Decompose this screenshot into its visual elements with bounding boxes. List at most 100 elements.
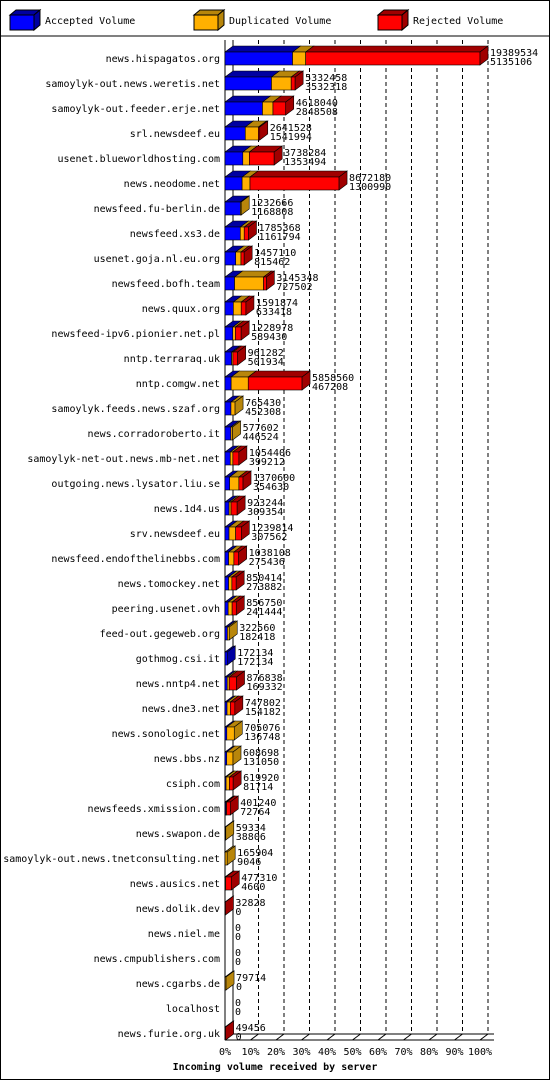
bar-segment: [224, 601, 229, 616]
category-label: samoylyk-out.news.tnetconsulting.net: [3, 854, 220, 865]
category-label: news.corradoroberto.it: [88, 429, 220, 440]
bar-side: [233, 720, 243, 741]
category-label: usenet.blueworldhosting.com: [57, 154, 220, 165]
x-tick-label: 40%: [318, 1047, 336, 1058]
bar-segment: [224, 276, 235, 291]
bar-segment: [224, 451, 231, 466]
total-label: 1370600: [253, 473, 295, 484]
accepted-label: 727502: [276, 282, 312, 293]
bar-segment: [226, 751, 234, 766]
bar-side: [273, 145, 283, 166]
bar-side: [225, 970, 235, 991]
bar-side: [235, 595, 245, 616]
accepted-label: 154182: [245, 707, 281, 718]
bar-segment: [249, 176, 340, 191]
bar-segment: [224, 701, 228, 716]
bar-segment: [224, 426, 232, 441]
x-axis-title: Incoming volume received by server: [173, 1061, 378, 1073]
accepted-label: 0: [235, 932, 241, 943]
category-label: nntp.terraraq.uk: [124, 354, 220, 365]
x-tick-label: 100%: [468, 1047, 492, 1058]
accepted-label: 1300990: [349, 182, 391, 193]
category-label: newsfeed.bofh.team: [112, 279, 220, 290]
category-label: samoylyk.feeds.news.szaf.org: [51, 404, 220, 415]
bar-side: [232, 745, 242, 766]
x-tick: [275, 1033, 285, 1041]
accepted-label: 1353494: [284, 157, 326, 168]
bar-segment: [272, 101, 287, 116]
legend-swatch: [377, 14, 403, 31]
bar-top: [304, 45, 489, 53]
accepted-label: 182418: [239, 632, 275, 643]
x-tick-label: 90%: [445, 1047, 463, 1058]
x-tick: [454, 1033, 463, 1041]
accepted-label: 1541994: [270, 132, 312, 143]
bar-segment: [227, 601, 233, 616]
category-label: samoylyk-net-out.news.mb-net.net: [27, 454, 220, 465]
category-label: localhost: [166, 1004, 220, 1015]
total-label: 1457110: [254, 248, 296, 259]
category-label: newsfeed.endofthelinebbs.com: [51, 554, 220, 565]
bar-side: [245, 295, 255, 316]
bar-segment: [230, 501, 238, 516]
category-label: samoylyk-out.news.weretis.net: [45, 79, 220, 90]
bar-segment: [228, 551, 235, 566]
bar-segment: [228, 576, 233, 591]
bar-side: [225, 1020, 234, 1041]
bar-segment: [226, 701, 231, 716]
accepted-label: 1161794: [258, 232, 300, 243]
category-label: news.dne3.net: [142, 704, 220, 715]
bar-segment: [224, 226, 241, 241]
bar-segment: [225, 776, 230, 791]
total-label: 79714: [236, 973, 266, 984]
x-tick: [428, 1033, 438, 1041]
accepted-label: 309354: [247, 507, 283, 518]
total-label: 477310: [241, 873, 277, 884]
bar-segment: [224, 101, 263, 116]
bar-segment: [244, 126, 259, 141]
category-label: newsfeeds.xmission.com: [88, 804, 220, 815]
total-label: 172134: [237, 648, 273, 659]
total-label: 747802: [245, 698, 281, 709]
total-label: 856750: [246, 598, 282, 609]
bar-segment: [229, 476, 240, 491]
bar-segment: [224, 51, 293, 66]
bar-segment: [224, 501, 230, 516]
total-label: 1239814: [251, 523, 293, 534]
bar-segment: [243, 226, 249, 241]
bar-segment: [292, 51, 306, 66]
category-label: news.quux.org: [142, 304, 220, 315]
bar-side: [232, 420, 241, 441]
bar-segment: [249, 151, 275, 166]
bar-segment: [242, 151, 250, 166]
x-tick: [250, 1033, 259, 1041]
category-label: news.1d4.us: [154, 504, 220, 515]
accepted-label: 38806: [236, 832, 266, 843]
bar-segment: [232, 451, 240, 466]
category-label: nntp.comgw.net: [136, 379, 220, 390]
category-label: gothmog.csi.it: [136, 654, 220, 665]
bar-segment: [224, 376, 232, 391]
bar-side: [243, 245, 253, 266]
total-label: 923244: [247, 498, 283, 509]
bar-segment: [235, 251, 242, 266]
legend-label: Duplicated Volume: [229, 16, 331, 27]
bar-segment: [271, 76, 292, 91]
bar-side: [238, 445, 248, 466]
accepted-label: 0: [235, 907, 241, 918]
bar-side: [226, 645, 236, 666]
x-tick-label: 10%: [241, 1047, 259, 1058]
category-label: news.swapon.de: [136, 829, 220, 840]
category-label: news.hispagatos.org: [106, 54, 220, 65]
category-label: usenet.goja.nl.eu.org: [94, 254, 220, 265]
bar-segment: [305, 51, 481, 66]
bar-side: [225, 895, 234, 916]
total-label: 3738284: [284, 148, 326, 159]
total-label: 5858560: [312, 373, 354, 384]
bar-segment: [224, 526, 230, 541]
bar-segment: [230, 401, 236, 416]
bar-side: [230, 870, 240, 891]
category-label: news.furie.org.uk: [118, 1029, 220, 1040]
legend-swatch-side: [217, 8, 225, 32]
bar-segment: [231, 576, 237, 591]
